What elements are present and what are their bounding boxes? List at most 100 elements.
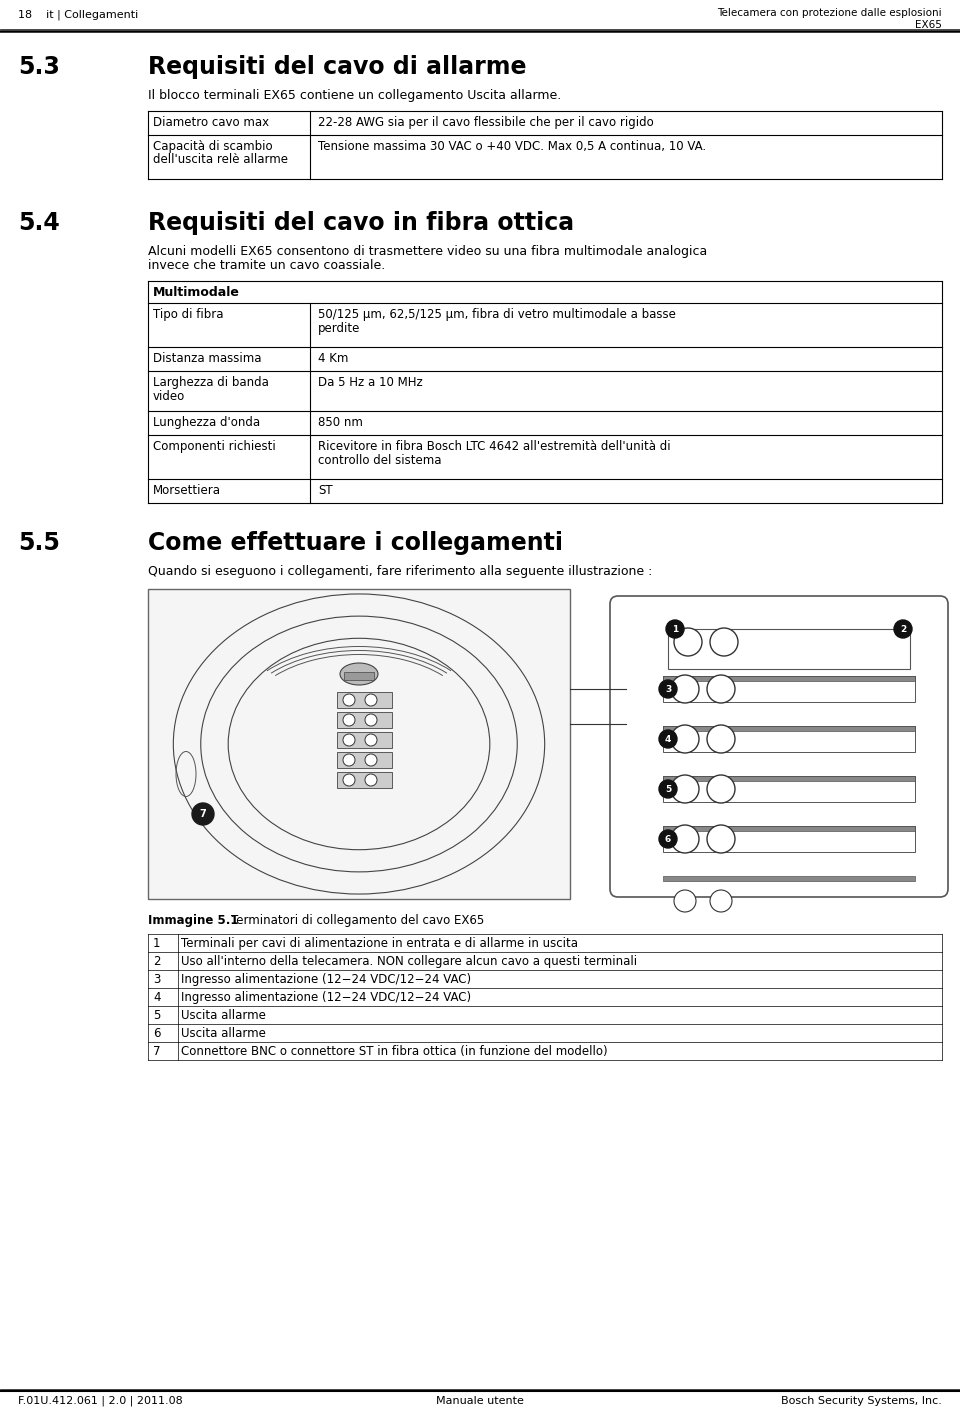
Text: dell'uscita relè allarme: dell'uscita relè allarme [153,153,288,165]
Text: 4: 4 [665,734,671,744]
Text: 7: 7 [153,1045,160,1058]
Text: Come effettuare i collegamenti: Come effettuare i collegamenti [148,532,563,556]
Circle shape [674,628,702,656]
Circle shape [365,754,377,766]
Circle shape [343,754,355,766]
Text: 5.3: 5.3 [18,55,60,79]
Text: Ingresso alimentazione (12−24 VDC/12−24 VAC): Ingresso alimentazione (12−24 VDC/12−24 … [181,973,471,986]
FancyBboxPatch shape [610,595,948,896]
Circle shape [365,773,377,786]
Text: Da 5 Hz a 10 MHz: Da 5 Hz a 10 MHz [318,376,422,389]
Text: 4: 4 [153,991,160,1004]
Bar [663,877,915,881]
Circle shape [343,694,355,706]
Text: Immagine 5.1: Immagine 5.1 [148,913,238,928]
Bar [148,590,570,899]
Bar [337,732,392,748]
Text: ST: ST [318,484,332,496]
Text: 3: 3 [665,684,671,693]
Circle shape [707,674,735,703]
Text: 3: 3 [153,973,160,986]
Bar [663,776,915,781]
Bar [663,826,915,853]
Text: Requisiti del cavo di allarme: Requisiti del cavo di allarme [148,55,526,79]
Text: Alcuni modelli EX65 consentono di trasmettere video su una fibra multimodale ana: Alcuni modelli EX65 consentono di trasme… [148,245,708,257]
Bar [337,752,392,768]
Text: 5: 5 [665,785,671,793]
Text: Terminali per cavi di alimentazione in entrata e di allarme in uscita: Terminali per cavi di alimentazione in e… [181,937,578,950]
Text: Tipo di fibra: Tipo di fibra [153,308,224,321]
Text: 18    it | Collegamenti: 18 it | Collegamenti [18,10,138,20]
Circle shape [707,725,735,754]
Text: Requisiti del cavo in fibra ottica: Requisiti del cavo in fibra ottica [148,211,574,235]
Text: Distanza massima: Distanza massima [153,352,261,365]
Text: Bosch Security Systems, Inc.: Bosch Security Systems, Inc. [781,1396,942,1406]
Text: 850 nm: 850 nm [318,416,363,428]
Circle shape [710,889,732,912]
Text: Tensione massima 30 VAC o +40 VDC. Max 0,5 A continua, 10 VA.: Tensione massima 30 VAC o +40 VDC. Max 0… [318,140,707,153]
Text: Morsettiera: Morsettiera [153,484,221,496]
Text: 50/125 μm, 62,5/125 μm, fibra di vetro multimodale a basse: 50/125 μm, 62,5/125 μm, fibra di vetro m… [318,308,676,321]
Circle shape [659,781,677,797]
Circle shape [659,830,677,848]
Text: invece che tramite un cavo coassiale.: invece che tramite un cavo coassiale. [148,259,385,271]
Text: 22-28 AWG sia per il cavo flessibile che per il cavo rigido: 22-28 AWG sia per il cavo flessibile che… [318,116,654,129]
Text: Uso all'interno della telecamera. NON collegare alcun cavo a questi terminali: Uso all'interno della telecamera. NON co… [181,954,637,969]
Text: F.01U.412.061 | 2.0 | 2011.08: F.01U.412.061 | 2.0 | 2011.08 [18,1396,182,1407]
Bar [337,691,392,708]
Text: 2: 2 [153,954,160,969]
Text: perdite: perdite [318,322,360,335]
Circle shape [671,775,699,803]
Bar [663,725,915,752]
Circle shape [365,694,377,706]
Circle shape [671,824,699,853]
Circle shape [666,619,684,638]
Text: Manuale utente: Manuale utente [436,1396,524,1406]
Ellipse shape [340,663,378,684]
Bar [337,713,392,728]
Text: 1: 1 [672,625,678,633]
Text: controllo del sistema: controllo del sistema [318,454,442,467]
Text: Larghezza di banda: Larghezza di banda [153,376,269,389]
Text: Lunghezza d'onda: Lunghezza d'onda [153,416,260,428]
Circle shape [343,734,355,747]
Text: Uscita allarme: Uscita allarme [181,1010,266,1022]
Circle shape [365,734,377,747]
Text: Ingresso alimentazione (12−24 VDC/12−24 VAC): Ingresso alimentazione (12−24 VDC/12−24 … [181,991,471,1004]
Circle shape [659,730,677,748]
Circle shape [674,889,696,912]
Circle shape [894,619,912,638]
Bar [663,725,915,731]
Text: Il blocco terminali EX65 contiene un collegamento Uscita allarme.: Il blocco terminali EX65 contiene un col… [148,89,562,102]
Text: Multimodale: Multimodale [153,286,240,298]
Text: 4 Km: 4 Km [318,352,348,365]
Circle shape [671,725,699,754]
Text: Capacità di scambio: Capacità di scambio [153,140,273,153]
Bar [663,776,915,802]
Circle shape [343,773,355,786]
Bar [344,672,374,680]
Circle shape [365,714,377,725]
Text: Uscita allarme: Uscita allarme [181,1027,266,1041]
Circle shape [707,775,735,803]
Text: 2: 2 [900,625,906,633]
Text: Diametro cavo max: Diametro cavo max [153,116,269,129]
Circle shape [671,674,699,703]
Bar [337,772,392,788]
Text: 6: 6 [153,1027,160,1041]
Text: Connettore BNC o connettore ST in fibra ottica (in funzione del modello): Connettore BNC o connettore ST in fibra … [181,1045,608,1058]
Bar [663,676,915,682]
Text: 6: 6 [665,834,671,844]
Circle shape [710,628,738,656]
Text: Ricevitore in fibra Bosch LTC 4642 all'estremità dell'unità di: Ricevitore in fibra Bosch LTC 4642 all'e… [318,440,671,452]
Circle shape [707,824,735,853]
Bar [668,629,910,669]
Circle shape [192,803,214,824]
Circle shape [659,680,677,699]
Text: 5.4: 5.4 [18,211,60,235]
Text: EX65: EX65 [915,20,942,30]
Text: Terminatori di collegamento del cavo EX65: Terminatori di collegamento del cavo EX6… [216,913,484,928]
Bar [663,676,915,701]
Text: Telecamera con protezione dalle esplosioni: Telecamera con protezione dalle esplosio… [717,8,942,18]
Text: Componenti richiesti: Componenti richiesti [153,440,276,452]
